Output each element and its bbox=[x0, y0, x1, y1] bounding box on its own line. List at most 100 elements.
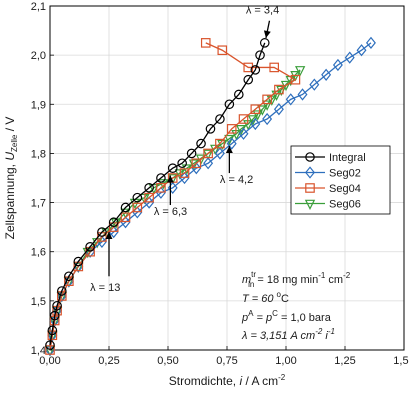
data-point-integral bbox=[73, 256, 84, 267]
data-point-seg02 bbox=[226, 137, 237, 150]
data-point-integral bbox=[177, 158, 187, 169]
annotation-label: λ = 3,4 bbox=[246, 4, 279, 16]
data-point-integral bbox=[250, 65, 261, 75]
data-point-seg04 bbox=[200, 38, 211, 48]
annotation-label: λ = 6,3 bbox=[154, 206, 187, 218]
legend: Integral Seg02 Seg04 Seg06 bbox=[290, 145, 391, 215]
data-point-seg04 bbox=[120, 212, 131, 223]
data-point-seg04 bbox=[45, 345, 55, 355]
data-point-seg02 bbox=[203, 157, 214, 170]
data-point-integral bbox=[156, 173, 166, 183]
y-tick-label: 1,7 bbox=[31, 198, 46, 210]
data-point-seg02 bbox=[297, 88, 308, 101]
annotation-arrowhead bbox=[105, 232, 113, 240]
y-tick-label: 2,1 bbox=[31, 1, 46, 13]
data-point-integral bbox=[97, 227, 107, 237]
data-point-seg04 bbox=[215, 138, 225, 149]
data-point-seg06 bbox=[73, 262, 84, 273]
x-tick-label: 0,25 bbox=[98, 355, 119, 367]
x-tick-label: 0,50 bbox=[157, 355, 178, 367]
data-point-seg02 bbox=[155, 186, 166, 199]
data-point-seg04 bbox=[250, 104, 261, 114]
data-point-integral bbox=[85, 242, 95, 252]
data-point-seg02 bbox=[262, 112, 273, 126]
data-point-integral bbox=[52, 300, 62, 311]
data-point-integral bbox=[132, 192, 143, 203]
x-tick-label: 1,50 bbox=[393, 355, 409, 367]
data-point-integral bbox=[56, 286, 67, 296]
x-axis-label: Stromdichte, i / A cm-2 bbox=[169, 373, 286, 388]
param-temperature: T = 60 oC bbox=[242, 290, 289, 305]
data-point-integral bbox=[196, 138, 206, 149]
x-tick-label: 0,00 bbox=[39, 355, 60, 367]
data-point-seg04 bbox=[262, 94, 272, 105]
data-point-seg06 bbox=[280, 80, 292, 92]
data-point-integral bbox=[47, 325, 58, 336]
series-seg04 bbox=[45, 38, 301, 355]
data-point-seg02 bbox=[309, 78, 320, 91]
annotation-arrowhead bbox=[225, 146, 233, 154]
data-point-seg02 bbox=[332, 58, 343, 72]
y-tick-label: 1,6 bbox=[31, 247, 46, 259]
y-tick-label: 2,0 bbox=[31, 50, 46, 62]
y-tick-label: 1,8 bbox=[31, 148, 46, 160]
data-point-seg04 bbox=[179, 168, 190, 178]
data-point-seg06 bbox=[224, 134, 235, 146]
data-point-integral bbox=[234, 89, 244, 100]
data-point-seg02 bbox=[179, 171, 190, 185]
data-point-seg06 bbox=[257, 105, 268, 116]
data-point-integral bbox=[45, 340, 55, 350]
legend-marker-seg02 bbox=[305, 166, 315, 179]
param-lambda: λ = 3,151 A cm-2 i-1 bbox=[241, 327, 335, 342]
data-point-seg06 bbox=[235, 125, 247, 136]
data-point-seg04 bbox=[226, 124, 237, 134]
annotation-label: λ = 13 bbox=[90, 282, 120, 294]
data-point-seg06 bbox=[247, 115, 259, 126]
data-point-seg02 bbox=[144, 196, 155, 209]
y-tick-label: 1,5 bbox=[31, 296, 46, 308]
data-point-seg06 bbox=[63, 277, 75, 288]
data-point-seg02 bbox=[321, 68, 332, 81]
data-point-integral bbox=[108, 217, 119, 228]
legend-marker-seg06 bbox=[304, 199, 316, 211]
annotation-arrowhead bbox=[263, 30, 271, 38]
data-point-integral bbox=[259, 38, 270, 48]
data-point-seg06 bbox=[252, 110, 263, 121]
data-point-integral bbox=[255, 50, 265, 60]
legend-label-integral: Integral bbox=[329, 152, 366, 164]
series-line-integral bbox=[49, 42, 266, 346]
data-point-integral bbox=[224, 99, 235, 110]
legend-label-seg04: Seg04 bbox=[329, 183, 361, 195]
data-point-seg02 bbox=[214, 147, 225, 160]
y-tick-label: 1,4 bbox=[31, 345, 46, 357]
data-point-seg04 bbox=[203, 148, 213, 159]
data-point-seg02 bbox=[344, 51, 355, 64]
data-point-integral bbox=[215, 114, 225, 124]
data-point-seg02 bbox=[356, 44, 367, 57]
data-point-seg02 bbox=[273, 103, 284, 116]
data-point-seg04 bbox=[156, 183, 166, 193]
data-point-seg04 bbox=[144, 192, 154, 203]
data-point-seg02 bbox=[132, 206, 143, 219]
annotation-arrowhead bbox=[166, 175, 174, 183]
x-tick-label: 0,75 bbox=[216, 355, 237, 367]
data-point-seg04 bbox=[243, 62, 254, 73]
data-point-seg02 bbox=[238, 127, 249, 140]
data-point-seg04 bbox=[290, 74, 301, 85]
annotations: λ = 3,4 λ = 4,2 λ = 6,3 λ = 13 bbox=[90, 4, 279, 294]
series-line-seg04 bbox=[49, 42, 297, 351]
data-point-seg04 bbox=[274, 84, 284, 95]
legend-label-seg06: Seg06 bbox=[329, 199, 361, 211]
series-integral bbox=[45, 38, 270, 350]
axis-ticks: 0,00 0,25 0,50 0,75 1,00 1,25 1,50 1,4 1,5 1,6 1,7… bbox=[31, 1, 409, 367]
annotation-label: λ = 4,2 bbox=[220, 174, 253, 186]
data-point-integral bbox=[120, 202, 131, 213]
legend-label-seg02: Seg02 bbox=[329, 168, 361, 180]
data-point-seg04 bbox=[217, 45, 228, 56]
data-point-integral bbox=[64, 271, 74, 282]
data-point-seg02 bbox=[365, 36, 376, 50]
data-point-seg02 bbox=[191, 162, 202, 175]
data-point-integral bbox=[167, 163, 178, 173]
series bbox=[44, 36, 376, 357]
